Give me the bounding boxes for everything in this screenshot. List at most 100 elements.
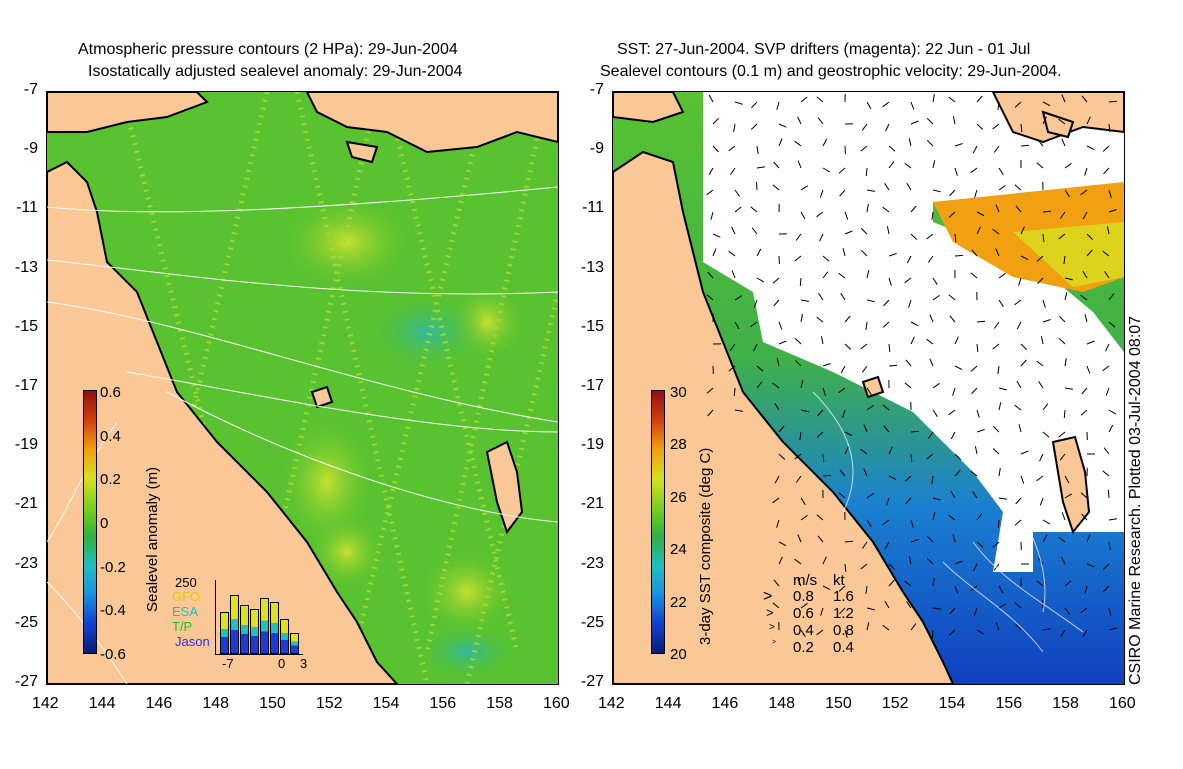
velocity-legend-ms: 0.4 [793,622,814,639]
velocity-legend-arrow-icon: > [766,605,774,620]
velocity-arrow [1082,211,1088,220]
velocity-arrow [885,123,890,132]
velocity-arrow [1014,404,1022,411]
velocity-arrow [1036,580,1044,587]
velocity-arrow [910,453,913,463]
velocity-arrow [1107,489,1110,499]
velocity-arrow [886,226,890,235]
velocity-arrow [800,629,806,637]
velocity-arrow [1102,563,1110,570]
velocity-arrow [1108,518,1117,521]
velocity-arrow [1108,541,1111,550]
velocity-arrow [756,381,763,389]
velocity-arrow [1058,118,1066,125]
velocity-arrow [794,338,802,345]
velocity-arrow [1036,162,1044,169]
velocity-arrow [932,160,936,169]
velocity-arrow [971,249,978,257]
velocity-arrow [866,404,874,411]
velocity-arrow [756,248,762,257]
velocity-arrow [995,204,1000,213]
velocity-arrow [800,211,806,220]
velocity-arrow [1108,209,1117,213]
velocity-arrow [948,514,956,521]
velocity-arrow [844,540,854,543]
velocity-arrow [1082,270,1088,279]
velocity-arrow [822,255,830,262]
velocity-arrow [1039,453,1044,462]
velocity-arrow [838,585,846,592]
velocity-arrow [710,211,714,220]
velocity-arrow [1058,338,1066,345]
velocity-arrow [908,138,912,147]
velocity-arrow [998,497,1007,500]
velocity-arrow [993,425,1000,433]
velocity-arrow [992,448,1000,455]
x-tick-label-left: 158 [486,695,513,712]
velocity-arrow [756,166,765,169]
velocity-arrow [932,409,938,417]
velocity-arrow [842,409,846,418]
velocity-arrow [998,167,1004,175]
velocity-arrow [993,145,1000,153]
velocity-arrow [799,277,802,287]
velocity-arrow [816,629,824,636]
velocity-arrow [926,118,934,125]
sst-colorbar [651,390,665,654]
velocity-arrow [888,277,892,286]
velocity-arrow [1059,453,1066,461]
velocity-arrow [1063,409,1066,419]
velocity-arrow [998,468,1001,477]
velocity-arrow [838,167,846,174]
velocity-arrow [948,294,956,301]
velocity-arrow [1020,475,1025,484]
inset-bar [270,601,279,654]
velocity-arrow [883,425,890,433]
velocity-arrow [997,519,1000,529]
velocity-arrow [1020,226,1025,235]
velocity-arrow [1106,226,1110,235]
velocity-arrow [1014,519,1022,526]
velocity-arrow [731,226,736,235]
y-tick-label-left: -17 [14,377,38,394]
velocity-arrow [1036,360,1044,367]
velocity-arrow [992,123,1000,130]
velocity-arrow [1016,321,1022,330]
velocity-arrow [1061,556,1066,565]
x-tick-label-left: 144 [88,695,116,712]
right-title-line2: Sealevel contours (0.1 m) and geostrophi… [600,63,1062,80]
velocity-arrow [1086,233,1094,240]
velocity-arrow [954,453,962,460]
velocity-arrow [972,491,978,499]
velocity-arrow [976,95,983,103]
x-tick-label-right: 152 [881,695,909,712]
velocity-arrow [756,277,765,283]
velocity-arrow [778,556,783,565]
sst-map [612,91,1125,685]
velocity-arrow [1064,292,1068,301]
velocity-arrow [1102,250,1110,257]
velocity-arrow [820,607,824,616]
velocity-arrow [1060,629,1066,637]
velocity-arrow [751,227,758,235]
velocity-arrow [734,189,741,197]
velocity-arrow [970,167,978,174]
velocity-arrow [866,101,872,110]
velocity-arrow [906,182,912,191]
velocity-arrow [995,622,1000,631]
velocity-arrow [976,226,981,235]
velocity-arrow [774,475,780,484]
velocity-arrow [728,365,736,372]
velocity-arrow [926,233,934,240]
sst-colorbar-label: 3-day SST composite (deg C) [697,447,714,645]
velocity-arrow [712,117,719,125]
y-tick-label-right: -23 [580,554,604,572]
velocity-arrow [800,299,809,302]
velocity-arrow [1102,145,1110,152]
velocity-arrow [954,167,958,176]
velocity-arrow [931,211,934,220]
velocity-arrow [708,94,714,103]
velocity-arrow [882,206,890,213]
velocity-arrow [733,123,736,132]
velocity-arrow [998,387,1007,391]
